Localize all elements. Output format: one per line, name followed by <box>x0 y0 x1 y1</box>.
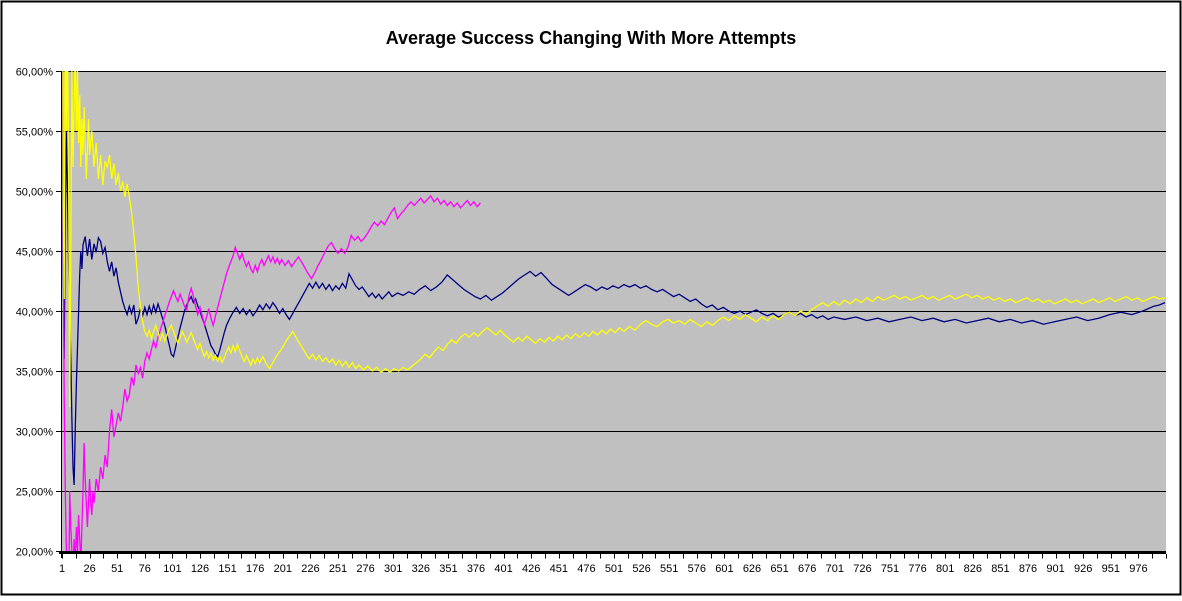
x-axis-label: 626 <box>743 563 761 575</box>
x-axis-label: 476 <box>577 563 595 575</box>
x-axis-label: 876 <box>1019 563 1037 575</box>
x-axis-line <box>59 551 1166 554</box>
x-axis-label: 601 <box>715 563 733 575</box>
x-axis-label: 351 <box>439 563 457 575</box>
y-axis-label: 45,00% <box>16 247 54 259</box>
y-axis-label: 55,00% <box>16 127 54 139</box>
x-axis-label: 551 <box>660 563 678 575</box>
x-axis-label: 976 <box>1129 563 1147 575</box>
y-axis-label: 20,00% <box>16 547 54 559</box>
x-axis-label: 251 <box>329 563 347 575</box>
gridlines <box>62 71 1166 552</box>
x-axis-label: 151 <box>218 563 236 575</box>
x-axis-label: 1 <box>59 563 65 575</box>
x-axis-label: 501 <box>605 563 623 575</box>
series-magenta-line <box>62 71 481 551</box>
x-axis-label: 651 <box>770 563 788 575</box>
x-axis-label: 276 <box>356 563 374 575</box>
x-axis-label: 51 <box>111 563 123 575</box>
x-axis-labels: 1 26 51 76 101 126 151 176 201 226 251 276 301 326 351… <box>59 563 1148 575</box>
y-axis-label: 30,00% <box>16 427 54 439</box>
y-axis-label: 60,00% <box>16 67 54 79</box>
x-axis-label: 726 <box>853 563 871 575</box>
x-axis-label: 226 <box>301 563 319 575</box>
x-axis-label: 926 <box>1074 563 1092 575</box>
y-axis-label: 35,00% <box>16 367 54 379</box>
x-axis-label: 526 <box>632 563 650 575</box>
x-axis-label: 301 <box>384 563 402 575</box>
x-axis-label: 701 <box>826 563 844 575</box>
chart-title: Average Success Changing With More Attem… <box>386 28 797 48</box>
y-axis-label: 50,00% <box>16 187 54 199</box>
x-axis-label: 901 <box>1046 563 1064 575</box>
x-axis-label: 751 <box>881 563 899 575</box>
series-lines <box>62 71 1166 551</box>
x-axis-label: 951 <box>1102 563 1120 575</box>
series-yellow-line <box>62 71 1166 408</box>
x-axis-label: 426 <box>522 563 540 575</box>
x-axis-label: 801 <box>936 563 954 575</box>
y-axis-label: 40,00% <box>16 307 54 319</box>
x-axis-tick-marks <box>62 554 1167 559</box>
x-axis-label: 676 <box>798 563 816 575</box>
x-axis-label: 851 <box>991 563 1009 575</box>
x-axis-label: 326 <box>412 563 430 575</box>
x-axis-label: 401 <box>494 563 512 575</box>
y-axis-label: 25,00% <box>16 487 54 499</box>
x-axis-label: 176 <box>246 563 264 575</box>
x-axis-label: 26 <box>83 563 95 575</box>
x-axis-label: 576 <box>688 563 706 575</box>
x-axis-label: 826 <box>964 563 982 575</box>
x-axis-label: 101 <box>163 563 181 575</box>
x-axis-label: 76 <box>139 563 151 575</box>
y-axis-labels: 60,00% 55,00% 50,00% 45,00% 40,00% 35,00% 30,0… <box>16 67 54 559</box>
x-axis-label: 376 <box>467 563 485 575</box>
x-axis-label: 201 <box>274 563 292 575</box>
x-axis-label: 776 <box>908 563 926 575</box>
x-axis-label: 451 <box>550 563 568 575</box>
x-axis-label: 126 <box>191 563 209 575</box>
